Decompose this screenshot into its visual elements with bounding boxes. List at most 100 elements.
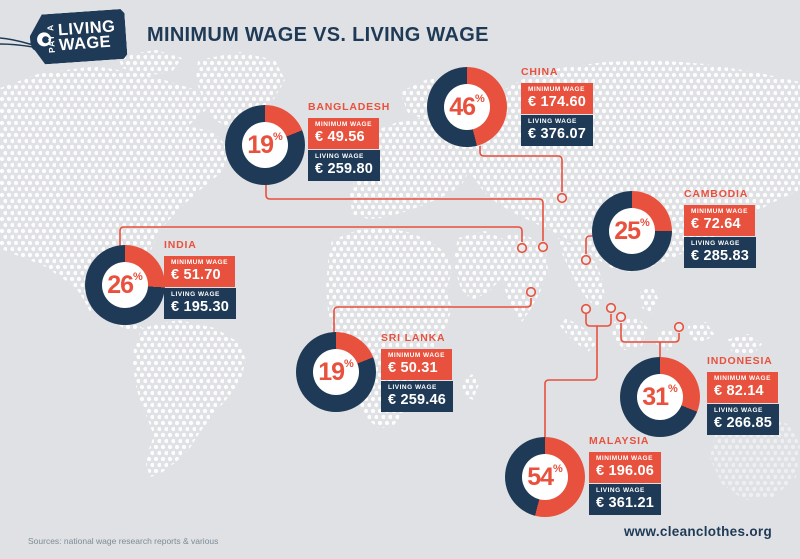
percent-sign: % [668,383,678,395]
continent-indochina [558,238,605,308]
donut-chart: 54% [505,437,585,517]
minimum-wage-box: MINIMUM WAGE € 49.56 [308,118,379,149]
donut-hole: 25% [609,208,655,254]
country-name: INDONESIA [707,355,773,367]
country-name: BANGLADESH [308,101,391,113]
minimum-wage-box: MINIMUM WAGE € 174.60 [521,83,594,114]
minimum-wage-box: MINIMUM WAGE € 72.64 [684,205,755,236]
minimum-wage-value: € 82.14 [714,383,764,399]
minimum-wage-box: MINIMUM WAGE € 82.14 [707,372,778,403]
minimum-wage-label: MINIMUM WAGE [315,121,372,128]
donut-percent-value: 19 [318,357,345,386]
continent-new-guinea [726,334,762,356]
donut-chart: 31% [620,357,700,437]
connector-line-china [479,146,563,192]
connector-line-indonesia [620,323,680,358]
map-pin-indonesia [615,311,627,323]
continent-sumatra [560,318,596,352]
connector-line-malaysia [544,314,612,438]
website-link[interactable]: www.cleanclothes.org [623,524,772,539]
living-wage-box: LIVING WAGE € 376.07 [521,115,594,146]
percent-sign: % [475,93,485,105]
map-pin-malaysia [580,303,592,315]
map-pin-cambodia [580,254,592,266]
living-wage-label: LIVING WAGE [714,407,763,414]
continent-greenland [196,52,285,130]
donut-hole: 31% [637,374,683,420]
minimum-wage-label: MINIMUM WAGE [691,208,748,215]
page-title: MINIMUM WAGE VS. LIVING WAGE [147,24,489,46]
continent-europe [350,118,469,219]
living-wage-label: LIVING WAGE [596,487,645,494]
donut-chart: 26% [85,245,165,325]
minimum-wage-label: MINIMUM WAGE [388,352,445,359]
continent-philippines [640,286,658,314]
map-pin-india [516,242,528,254]
country-name: CAMBODIA [684,188,749,200]
continent-australia [710,416,800,500]
continent-sulawesi [656,328,678,350]
country-labels: CHINA MINIMUM WAGE € 174.60 LIVING WAGE … [521,66,594,146]
logo-pay-a-text: PAY A [45,24,58,54]
percent-sign: % [273,131,283,143]
country-name: SRI LANKA [381,332,446,344]
minimum-wage-box: MINIMUM WAGE € 196.06 [589,452,662,483]
continent-japan-south [742,180,756,196]
donut-chart: 19% [296,332,376,412]
living-wage-value: € 376.07 [528,126,587,142]
price-tag-icon: PAY A LIVING WAGE [28,9,127,66]
country-name: INDIA [164,239,197,251]
living-wage-value: € 195.30 [171,299,230,315]
continent-arabia [455,231,512,300]
map-pin-malaysia [605,302,617,314]
continent-south-america [133,320,246,477]
donut-chart: 25% [592,191,672,271]
minimum-wage-value: € 50.31 [388,360,438,376]
country-labels: SRI LANKA MINIMUM WAGE € 50.31 LIVING WA… [381,332,454,412]
minimum-wage-value: € 72.64 [691,216,741,232]
connector-line-cambodia [585,235,596,254]
living-wage-box: LIVING WAGE € 361.21 [589,484,662,515]
map-pin-china [556,192,568,204]
minimum-wage-label: MINIMUM WAGE [596,455,653,462]
percent-sign: % [133,271,143,283]
country-labels: CAMBODIA MINIMUM WAGE € 72.64 LIVING WAG… [684,188,757,268]
living-wage-box: LIVING WAGE € 285.83 [684,237,757,268]
minimum-wage-value: € 51.70 [171,267,221,283]
living-wage-box: LIVING WAGE € 259.46 [381,381,454,412]
donut-percent-value: 19 [247,130,274,159]
living-wage-label: LIVING WAGE [691,240,740,247]
map-pin-bangladesh [537,241,549,253]
living-wage-value: € 285.83 [691,248,750,264]
living-wage-label: LIVING WAGE [315,153,364,160]
donut-percent-value: 46 [449,92,476,121]
living-wage-box: LIVING WAGE € 259.80 [308,150,381,181]
connector-line-sri-lanka [333,298,532,333]
map-pin-sri-lanka [525,286,537,298]
minimum-wage-box: MINIMUM WAGE € 50.31 [381,349,452,380]
donut-hole: 46% [444,84,490,130]
logo-living-wage-text: LIVING WAGE [57,17,116,55]
pay-a-living-wage-logo: PAY A LIVING WAGE [0,4,150,74]
country-labels: BANGLADESH MINIMUM WAGE € 49.56 LIVING W… [308,101,390,181]
donut-chart: 46% [427,67,507,147]
donut-percent-value: 54 [527,462,554,491]
continent-arctic-islands [118,50,182,76]
minimum-wage-value: € 49.56 [315,129,365,145]
living-wage-label: LIVING WAGE [388,384,437,391]
donut-percent-value: 25 [614,216,641,245]
donut-percent-value: 31 [642,382,669,411]
minimum-wage-value: € 196.06 [596,463,655,479]
living-wage-value: € 259.46 [388,392,447,408]
living-wage-box: LIVING WAGE € 266.85 [707,404,780,435]
sources-note: Sources: national wage research reports … [28,536,219,546]
percent-sign: % [344,358,354,370]
country-labels: INDIA MINIMUM WAGE € 51.70 LIVING WAGE €… [164,239,237,319]
continent-moluccas [688,322,714,344]
continent-india [501,233,548,322]
living-wage-label: LIVING WAGE [171,291,220,298]
continent-japan [750,136,778,178]
percent-sign: % [553,463,563,475]
